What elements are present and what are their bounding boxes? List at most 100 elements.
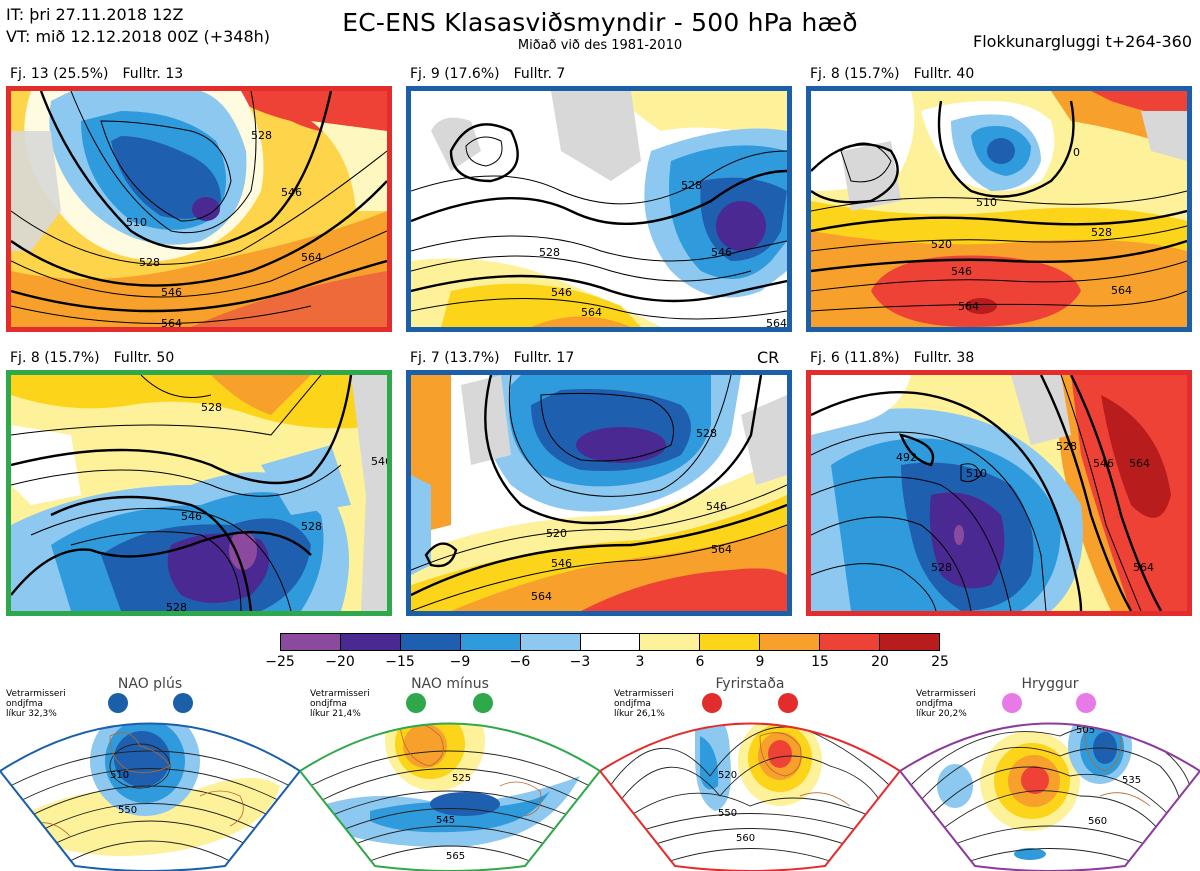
colorbar-tick-label: 6 bbox=[695, 654, 705, 670]
svg-text:564: 564 bbox=[711, 543, 732, 556]
svg-text:564: 564 bbox=[1129, 457, 1150, 470]
svg-text:564: 564 bbox=[1111, 284, 1132, 297]
svg-text:528: 528 bbox=[201, 401, 222, 414]
panel-5-label: Fj. 7 (13.7%) Fulltr. 17 bbox=[410, 350, 588, 366]
svg-text:550: 550 bbox=[118, 805, 137, 816]
colorbar-swatch bbox=[700, 634, 761, 650]
cluster-panel-5: 528 546 520 546 564 564 bbox=[406, 370, 792, 616]
regime-blocking: Vetrarmisseri ondjfma líkur 26,1% Fyrirs… bbox=[600, 676, 900, 871]
svg-text:564: 564 bbox=[766, 317, 787, 327]
svg-text:546: 546 bbox=[181, 510, 202, 523]
colorbar-swatch bbox=[820, 634, 881, 650]
cluster-panel-4: 528 546 528 528 546 bbox=[6, 370, 392, 616]
colorbar-tick-label: 20 bbox=[871, 654, 889, 670]
cluster-panel-3: 510 520 528 546 564 564 0 bbox=[806, 86, 1192, 332]
svg-text:520: 520 bbox=[931, 238, 952, 251]
svg-text:564: 564 bbox=[301, 251, 322, 264]
panel-5-fj: Fj. 7 (13.7%) bbox=[410, 350, 500, 366]
regime-ridge: Vetrarmisseri ondjfma líkur 20,2% Hryggu… bbox=[900, 676, 1200, 871]
colorbar-swatch bbox=[640, 634, 701, 650]
panel-5-full: Fulltr. 17 bbox=[513, 350, 575, 366]
colorbar-tick-label: −6 bbox=[509, 654, 531, 670]
svg-text:525: 525 bbox=[452, 773, 471, 784]
colorbar-swatch bbox=[520, 634, 581, 650]
init-time: IT: þri 27.11.2018 12Z bbox=[6, 5, 184, 24]
panel-1-fj: Fj. 13 (25.5%) bbox=[10, 66, 109, 82]
regime-nao-minus: Vetrarmisseri ondjfma líkur 21,4% NAO mí… bbox=[300, 676, 600, 871]
panel-2-label: Fj. 9 (17.6%) Fulltr. 7 bbox=[410, 66, 579, 82]
panel-3-fj: Fj. 8 (15.7%) bbox=[810, 66, 900, 82]
valid-time: VT: mið 12.12.2018 00Z (+348h) bbox=[6, 27, 271, 46]
panel-2-fj: Fj. 9 (17.6%) bbox=[410, 66, 500, 82]
panel-4-label: Fj. 8 (15.7%) Fulltr. 50 bbox=[10, 350, 188, 366]
cluster-panel-2: 528 528 546 546 564 564 bbox=[406, 86, 792, 332]
colorbar-tick-label: 15 bbox=[811, 654, 829, 670]
regime-1-title: NAO plús bbox=[117, 676, 183, 692]
colorbar-tick-label: −25 bbox=[265, 654, 295, 670]
colorbar-tick-label: −9 bbox=[449, 654, 471, 670]
svg-text:510: 510 bbox=[976, 196, 997, 209]
svg-text:505: 505 bbox=[1076, 725, 1095, 736]
svg-text:492: 492 bbox=[896, 451, 917, 464]
colorbar-swatch bbox=[580, 634, 641, 650]
svg-text:546: 546 bbox=[951, 265, 972, 278]
regime-3-title: Fyrirstaða bbox=[715, 676, 785, 692]
panel-6-fj: Fj. 6 (11.8%) bbox=[810, 350, 900, 366]
svg-text:528: 528 bbox=[251, 129, 272, 142]
svg-text:565: 565 bbox=[446, 851, 465, 862]
svg-text:560: 560 bbox=[1088, 816, 1107, 827]
cluster-panel-6: 528 546 564 492 510 528 564 bbox=[806, 370, 1192, 616]
svg-text:560: 560 bbox=[736, 833, 755, 844]
colorbar-tick-label: −20 bbox=[325, 654, 355, 670]
svg-text:546: 546 bbox=[161, 286, 182, 299]
svg-text:528: 528 bbox=[681, 179, 702, 192]
cr-label: CR bbox=[757, 348, 780, 367]
svg-text:535: 535 bbox=[1122, 775, 1141, 786]
page-subtitle: Miðað við des 1981-2010 bbox=[517, 38, 683, 53]
colorbar bbox=[280, 633, 940, 651]
svg-text:550: 550 bbox=[718, 808, 737, 819]
svg-text:528: 528 bbox=[166, 601, 187, 611]
svg-text:564: 564 bbox=[958, 300, 979, 313]
page-title: EC-ENS Klasasviðsmyndir - 500 hPa hæð bbox=[342, 8, 858, 37]
svg-text:546: 546 bbox=[706, 500, 727, 513]
colorbar-swatch bbox=[400, 634, 461, 650]
header-info: IT: þri 27.11.2018 12Z VT: mið 12.12.201… bbox=[6, 4, 270, 48]
svg-text:546: 546 bbox=[281, 186, 302, 199]
svg-text:528: 528 bbox=[139, 256, 160, 269]
colorbar-tick-label: −3 bbox=[569, 654, 591, 670]
svg-text:546: 546 bbox=[1093, 457, 1114, 470]
svg-text:520: 520 bbox=[546, 527, 567, 540]
svg-text:510: 510 bbox=[126, 216, 147, 229]
panel-4-fj: Fj. 8 (15.7%) bbox=[10, 350, 100, 366]
colorbar-tick-label: 3 bbox=[635, 654, 645, 670]
svg-text:510: 510 bbox=[110, 770, 129, 781]
colorbar-tick-label: 9 bbox=[755, 654, 765, 670]
svg-text:564: 564 bbox=[1133, 561, 1154, 574]
svg-text:0: 0 bbox=[1073, 146, 1080, 159]
svg-text:564: 564 bbox=[581, 306, 602, 319]
regime-2-note: Vetrarmisseri ondjfma líkur 21,4% bbox=[310, 689, 370, 719]
svg-text:528: 528 bbox=[931, 561, 952, 574]
classification-window: Flokkunargluggi t+264-360 bbox=[973, 32, 1192, 51]
colorbar-ticks: −25 −20 −15 −9 −6 −3 3 6 9 15 20 25 bbox=[250, 654, 970, 674]
colorbar-swatch bbox=[880, 634, 939, 650]
regime-4-note: Vetrarmisseri ondjfma líkur 20,2% bbox=[916, 689, 976, 719]
svg-text:546: 546 bbox=[371, 455, 387, 468]
colorbar-swatch bbox=[760, 634, 821, 650]
svg-text:564: 564 bbox=[531, 590, 552, 603]
panel-6-full: Fulltr. 38 bbox=[913, 350, 975, 366]
regime-3-note: Vetrarmisseri ondjfma líkur 26,1% bbox=[614, 689, 674, 719]
colorbar-swatch bbox=[281, 634, 341, 650]
svg-text:528: 528 bbox=[1056, 440, 1077, 453]
panel-4-full: Fulltr. 50 bbox=[113, 350, 175, 366]
cluster-panel-1: 528 546 510 528 546 564 564 bbox=[6, 86, 392, 332]
svg-text:564: 564 bbox=[161, 317, 182, 327]
svg-text:528: 528 bbox=[539, 246, 560, 259]
panel-6-label: Fj. 6 (11.8%) Fulltr. 38 bbox=[810, 350, 988, 366]
regime-nao-plus: Vetrarmisseri ondjfma líkur 32,3% NAO pl… bbox=[0, 676, 300, 871]
panel-1-label: Fj. 13 (25.5%) Fulltr. 13 bbox=[10, 66, 197, 82]
svg-text:510: 510 bbox=[966, 467, 987, 480]
colorbar-tick-label: 25 bbox=[931, 654, 949, 670]
panel-3-label: Fj. 8 (15.7%) Fulltr. 40 bbox=[810, 66, 988, 82]
